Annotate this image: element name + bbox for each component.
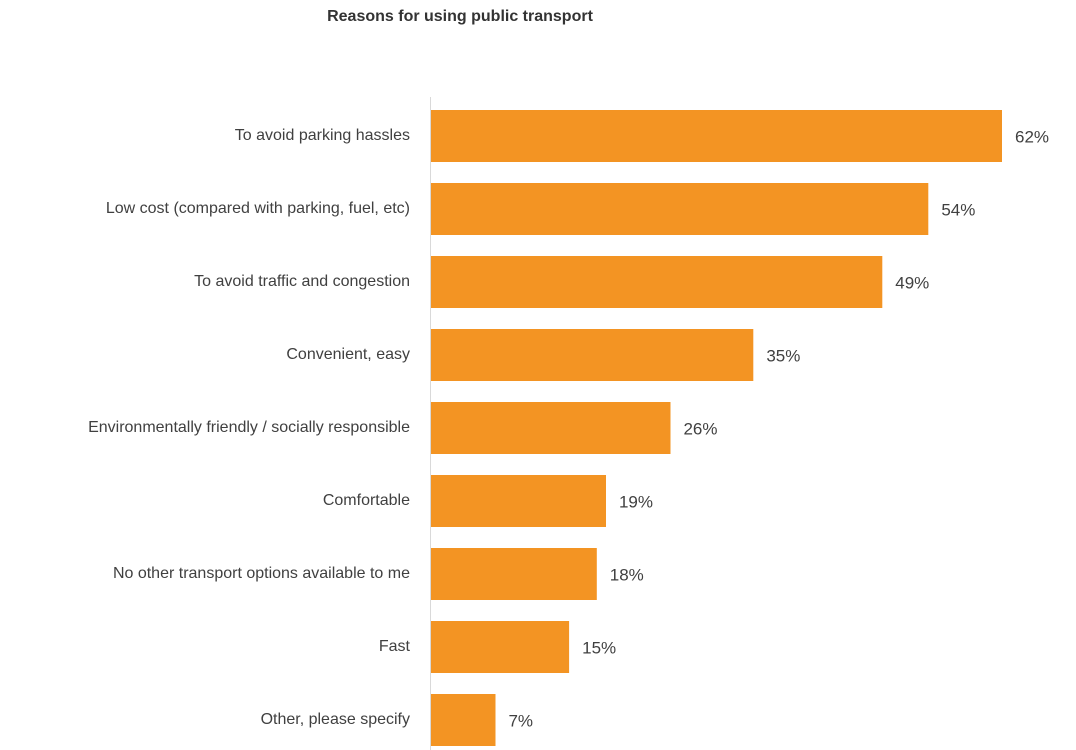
- category-label-6: No other transport options available to …: [113, 565, 410, 582]
- category-label-1: Low cost (compared with parking, fuel, e…: [106, 200, 410, 217]
- bar-7: [431, 621, 570, 673]
- category-label-3: Convenient, easy: [286, 346, 410, 363]
- category-label-5: Comfortable: [323, 492, 410, 509]
- bar-0: [431, 110, 1002, 162]
- category-label-0: To avoid parking hassles: [235, 127, 410, 144]
- value-label-4: 26%: [683, 419, 717, 438]
- value-label-5: 19%: [619, 492, 653, 511]
- bar-3: [431, 329, 754, 381]
- value-label-2: 49%: [895, 273, 929, 292]
- value-label-0: 62%: [1015, 127, 1049, 146]
- bar-6: [431, 548, 597, 600]
- category-label-7: Fast: [379, 638, 411, 655]
- value-label-6: 18%: [610, 565, 644, 584]
- category-labels: To avoid parking hassles Low cost (compar…: [88, 127, 410, 728]
- bar-5: [431, 475, 606, 527]
- value-label-1: 54%: [941, 200, 975, 219]
- bar-1: [431, 183, 929, 235]
- value-label-8: 7%: [508, 711, 533, 730]
- category-label-2: To avoid traffic and congestion: [194, 273, 410, 290]
- bar-4: [431, 402, 671, 454]
- bar-8: [431, 694, 496, 746]
- chart-title: Reasons for using public transport: [327, 8, 593, 25]
- category-label-4: Environmentally friendly / socially resp…: [88, 419, 410, 436]
- bars-layer: [431, 110, 1002, 746]
- value-labels: 62% 54% 49% 35% 26% 19% 18% 15% 7%: [508, 127, 1049, 730]
- bar-2: [431, 256, 883, 308]
- value-label-3: 35%: [766, 346, 800, 365]
- value-label-7: 15%: [582, 638, 616, 657]
- category-label-8: Other, please specify: [261, 711, 410, 728]
